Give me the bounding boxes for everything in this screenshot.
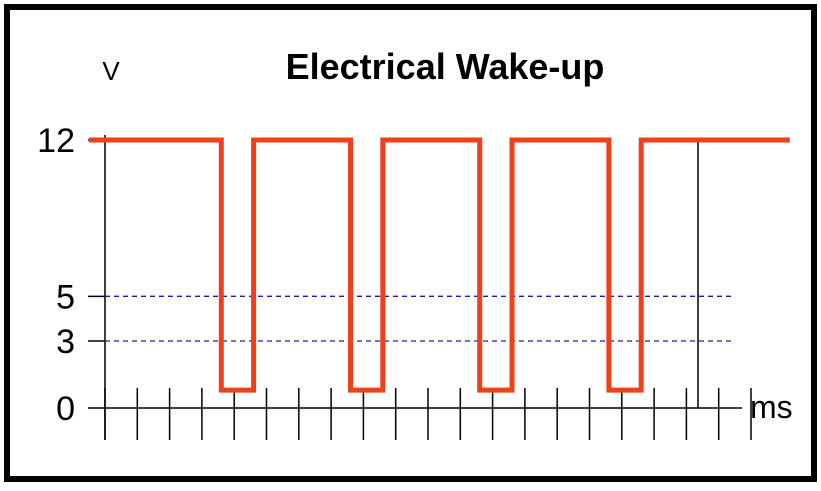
y-tick-label-0: 0 bbox=[56, 390, 75, 428]
x-ticks bbox=[104, 388, 752, 440]
y-tick-label-12: 12 bbox=[37, 122, 75, 160]
signal-layer bbox=[88, 137, 790, 393]
threshold-lines bbox=[105, 295, 732, 342]
y-tick-label-5: 5 bbox=[56, 278, 75, 316]
x-axis-label: ms bbox=[750, 389, 793, 425]
signal-series bbox=[88, 137, 790, 393]
y-axis-label: V bbox=[102, 56, 120, 86]
y-tick-label-3: 3 bbox=[56, 323, 75, 361]
chart-title: Electrical Wake-up bbox=[286, 46, 605, 87]
y-ticks: 12 5 3 0 bbox=[37, 122, 105, 428]
chart-border bbox=[4, 4, 817, 482]
